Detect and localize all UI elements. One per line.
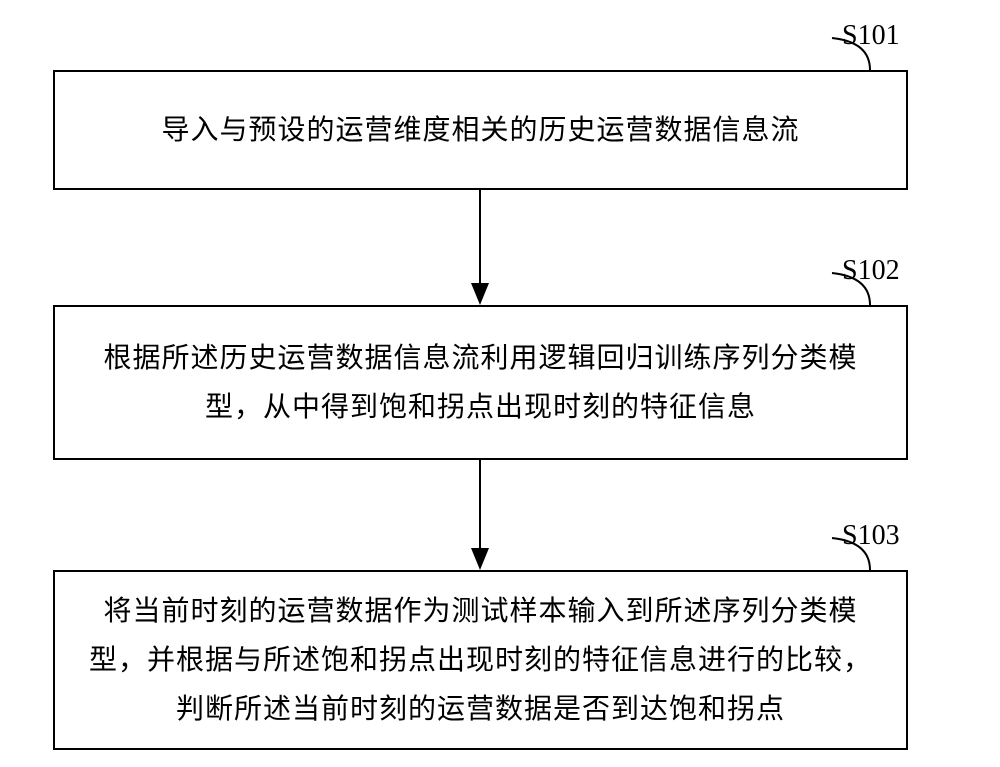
flowchart-canvas: 导入与预设的运营维度相关的历史运营数据信息流 S101 根据所述历史运营数据信息… [0, 0, 1000, 767]
leader-s103 [0, 0, 1000, 767]
